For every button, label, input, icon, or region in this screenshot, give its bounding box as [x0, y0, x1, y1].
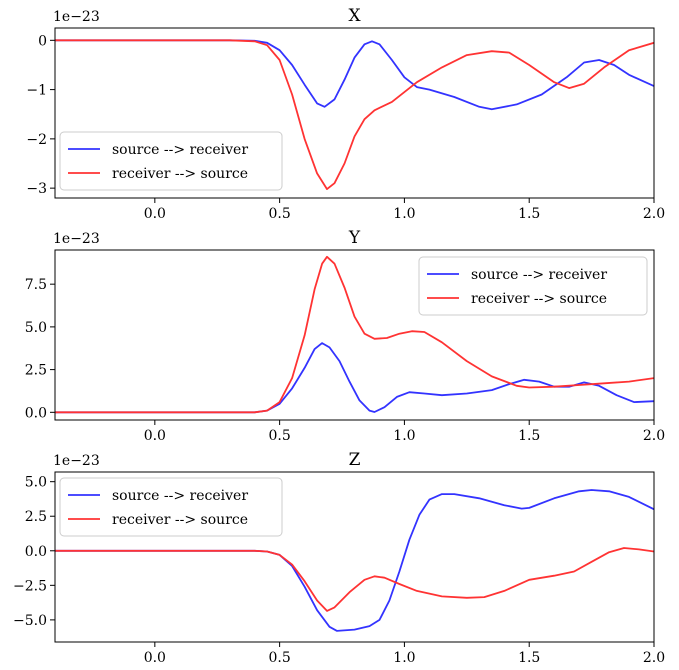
- x-tick-label: 0.0: [144, 428, 166, 444]
- x-tick-label: 1.5: [518, 650, 540, 666]
- x-tick-label: 2.0: [643, 428, 665, 444]
- legend-label: source --> receiver: [471, 267, 607, 283]
- axes-frame: [54, 471, 655, 643]
- legend-label: receiver --> source: [471, 291, 607, 307]
- y-tick-label: −3: [26, 181, 47, 197]
- legend-label: source --> receiver: [112, 142, 248, 158]
- series-line-receiver-to-source: [55, 255, 654, 414]
- y-offset-label: 1e−23: [53, 9, 100, 25]
- x-tick-label: 2.0: [643, 650, 665, 666]
- series-line-source-to-receiver: [55, 39, 654, 111]
- y-tick-label: −2: [26, 132, 47, 148]
- y-offset-label: 1e−23: [53, 231, 100, 247]
- x-tick-label: 2.0: [643, 206, 665, 222]
- legend-box: [59, 131, 283, 191]
- y-tick-label: 2.5: [25, 363, 47, 379]
- chart-title: Y: [348, 228, 361, 248]
- panel-y: Y 1e−23 0.0 0.5 1.0 1.5 2.0 0.0 2.5 5.0 7.5 source …: [25, 228, 665, 444]
- y-tick-label: −5.0: [13, 613, 47, 629]
- y-tick-label: 0.0: [25, 544, 47, 560]
- y-tick-label: 5.0: [25, 320, 47, 336]
- x-tick-label: 1.0: [393, 428, 415, 444]
- legend-label: receiver --> source: [112, 166, 248, 182]
- legend-label: source --> receiver: [112, 488, 248, 504]
- y-tick-label: 0: [38, 33, 47, 49]
- x-tick-label: 1.0: [393, 206, 415, 222]
- y-tick-label: 7.5: [25, 277, 47, 293]
- chart-title: Z: [349, 450, 361, 470]
- chart-title: X: [348, 6, 361, 26]
- x-tick-label: 0.5: [268, 428, 290, 444]
- axes-frame: [54, 249, 655, 421]
- legend-box: [59, 477, 283, 537]
- series-line-source-to-receiver: [55, 489, 654, 632]
- y-tick-label: 2.5: [25, 509, 47, 525]
- series-line-source-to-receiver: [55, 342, 654, 414]
- x-tick-label: 1.0: [393, 650, 415, 666]
- y-tick-label: 0.0: [25, 405, 47, 421]
- y-offset-label: 1e−23: [53, 453, 100, 469]
- y-tick-label: −1: [26, 83, 47, 99]
- series-line-receiver-to-source: [55, 39, 654, 190]
- x-tick-label: 0.5: [268, 650, 290, 666]
- legend: source --> receiver receiver --> source: [418, 256, 648, 316]
- y-tick-label: 5.0: [25, 475, 47, 491]
- legend-box: [418, 256, 648, 316]
- x-tick-label: 1.5: [518, 206, 540, 222]
- x-tick-label: 0.0: [144, 650, 166, 666]
- panel-x: X 1e−23 0.0 0.5 1.0 1.5 2.0 0 −1 −2 −3 source --> r…: [26, 6, 665, 222]
- x-tick-label: 0.0: [144, 206, 166, 222]
- series-line-receiver-to-source: [55, 547, 654, 612]
- axes-frame: [54, 27, 655, 199]
- legend: source --> receiver receiver --> source: [59, 131, 283, 191]
- y-tick-label: −2.5: [13, 578, 47, 594]
- legend: source --> receiver receiver --> source: [59, 477, 283, 537]
- panel-z: Z 1e−23 0.0 0.5 1.0 1.5 2.0 5.0 2.5 0.0 −2.5 −5.0 so…: [13, 450, 665, 666]
- legend-label: receiver --> source: [112, 512, 248, 528]
- x-tick-label: 1.5: [518, 428, 540, 444]
- x-tick-label: 0.5: [268, 206, 290, 222]
